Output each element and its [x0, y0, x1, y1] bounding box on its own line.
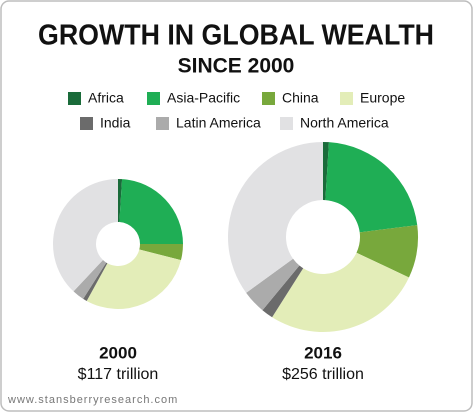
donut-slice — [262, 265, 304, 318]
donut-slice — [118, 179, 123, 223]
donut-slice — [323, 142, 329, 201]
legend-label: Europe — [360, 90, 405, 106]
legend-label: Africa — [88, 90, 124, 106]
legend-swatch — [156, 117, 169, 130]
legend-label: North America — [300, 115, 389, 131]
legend-swatch — [280, 117, 293, 130]
source: www.stansberryresearch.com — [7, 394, 178, 406]
donut-slice — [356, 225, 418, 278]
legend-swatch — [68, 92, 81, 105]
donut-slice — [119, 179, 183, 244]
pie-subtitle: $256 trillion — [282, 366, 364, 383]
pie-title: 2016 — [304, 343, 342, 362]
legend-swatch — [147, 92, 160, 105]
legend-label: India — [100, 115, 131, 131]
legend-label: Latin America — [176, 115, 261, 131]
pie-title: 2000 — [99, 343, 137, 362]
legend-swatch — [80, 117, 93, 130]
legend-label: China — [282, 90, 319, 106]
donut-slice — [53, 179, 118, 292]
donut-slice — [246, 258, 300, 311]
legend-label: Asia-Pacific — [167, 90, 240, 106]
donut-slice — [139, 244, 183, 261]
donut-slice — [228, 142, 323, 293]
donut-slice — [272, 252, 409, 332]
chart-subtitle: SINCE 2000 — [178, 55, 295, 78]
donut-slice — [325, 142, 418, 233]
legend-swatch — [340, 92, 353, 105]
pie-subtitle: $117 trillion — [78, 366, 159, 383]
legend-swatch — [262, 92, 275, 105]
chart-title: GROWTH IN GLOBAL WEALTH — [38, 20, 434, 52]
donut-slice — [83, 262, 108, 301]
donut-slice — [73, 260, 107, 299]
donut-slice — [86, 249, 181, 309]
